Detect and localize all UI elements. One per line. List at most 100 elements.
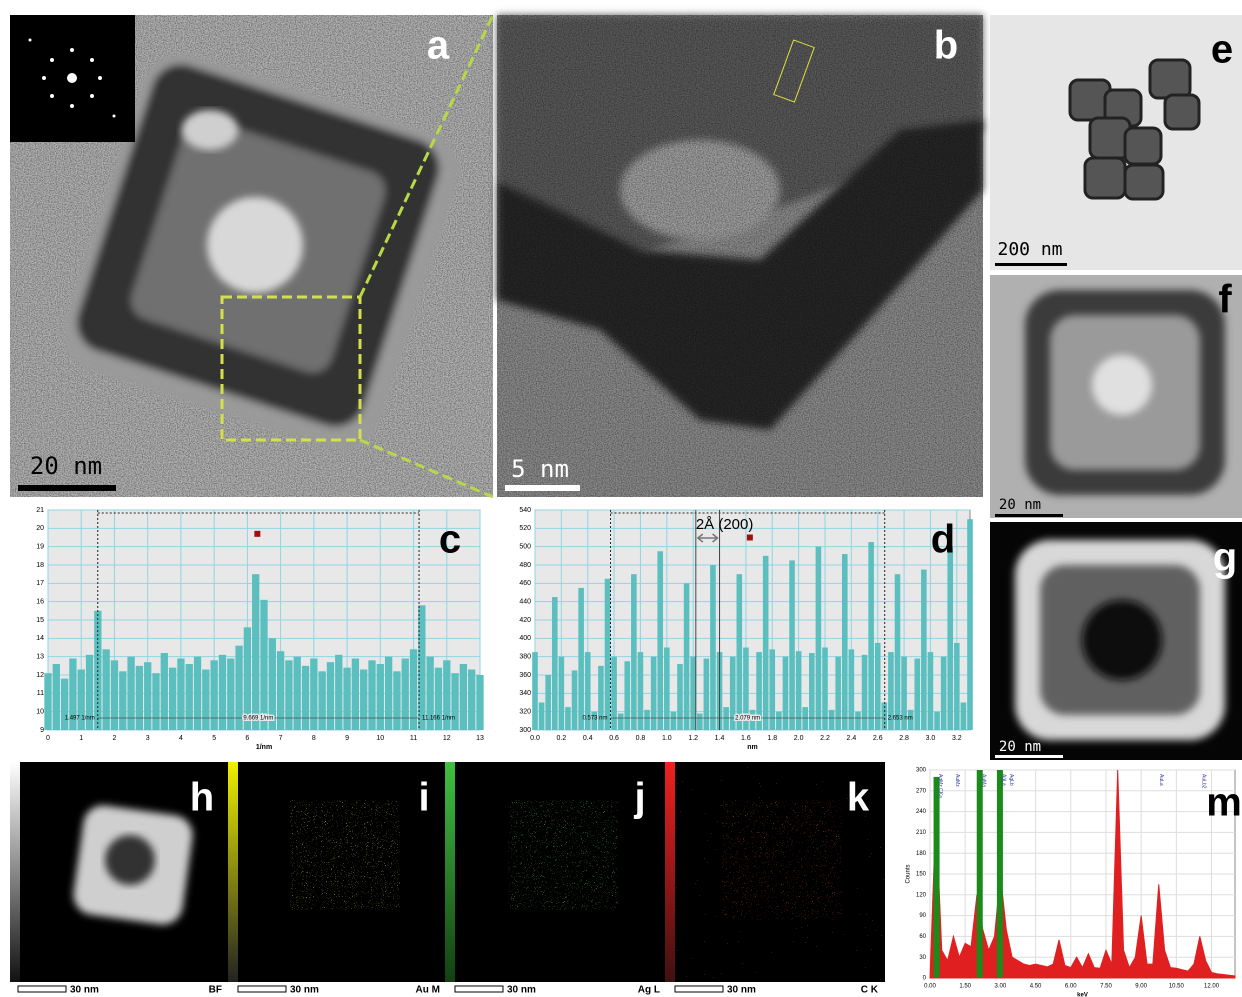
scale-label: 20 nm [30, 452, 102, 480]
bar [855, 712, 861, 730]
fft-spot [98, 76, 102, 80]
channel-label: Ag L [638, 985, 660, 996]
cursor-label: 11.166 1/nm [422, 716, 455, 722]
particle-hole [105, 835, 155, 885]
bar [61, 679, 68, 730]
scale-bar [18, 986, 66, 992]
scale-bar [238, 986, 286, 992]
decoration [508, 800, 618, 910]
panel-letter: c [439, 518, 461, 562]
bar [152, 673, 159, 730]
y-tick-label: 210 [916, 830, 927, 836]
bar [161, 653, 168, 730]
bar [377, 664, 384, 730]
decoration [722, 800, 842, 920]
fft-spot [113, 115, 116, 118]
panel-letter: e [1211, 28, 1233, 72]
bar [875, 643, 881, 730]
x-tick-label: 1 [79, 735, 83, 742]
bar [227, 659, 234, 731]
bar [260, 600, 267, 730]
fft-spot [70, 48, 74, 52]
bar [921, 570, 927, 730]
spacing-label: 2Å (200) [696, 516, 754, 533]
bar [783, 657, 789, 730]
span-label: 2.079 nm [735, 716, 760, 722]
y-tick-label: 180 [916, 851, 927, 857]
peak-marker [254, 531, 260, 537]
bar [868, 542, 874, 730]
bar [842, 554, 848, 730]
bar [235, 646, 242, 730]
bar [697, 714, 703, 731]
bar [710, 565, 716, 730]
bar [961, 703, 967, 731]
x-tick-label: 0.2 [556, 735, 566, 742]
bar [552, 597, 558, 730]
fft-spot [70, 104, 74, 108]
y-tick-label: 340 [519, 690, 531, 697]
x-tick-label: 1.2 [688, 735, 698, 742]
x-tick-label: 0.00 [924, 984, 936, 990]
scale-label: 20 nm [999, 739, 1041, 755]
fft-spot [67, 73, 77, 83]
x-tick-label: 12.00 [1204, 984, 1220, 990]
channel-label: Au M [416, 985, 440, 996]
bar [829, 710, 835, 730]
bar [802, 707, 808, 730]
bar [763, 556, 769, 730]
bar [202, 670, 209, 731]
x-tick-label: 3.0 [926, 735, 936, 742]
scale-label: 30 nm [70, 985, 99, 996]
intensity-bar [10, 762, 20, 982]
particle [1165, 95, 1199, 129]
y-tick-label: 0 [923, 976, 927, 982]
bar [194, 657, 201, 730]
y-tick-label: 16 [36, 599, 44, 606]
x-tick-label: 0.8 [636, 735, 646, 742]
peak-label: AuMa [980, 774, 986, 787]
y-tick-label: 300 [519, 727, 531, 734]
bar [310, 659, 317, 731]
bar [947, 547, 953, 730]
bar [144, 662, 151, 730]
y-tick-label: 14 [36, 635, 44, 642]
panel-letter: f [1218, 278, 1232, 322]
y-tick-label: 120 [916, 892, 927, 898]
bar [352, 659, 359, 731]
x-tick-label: 6 [245, 735, 249, 742]
bar [319, 671, 326, 730]
element-map [290, 800, 400, 910]
scale-row: 30 nm BF 30 nm Au M 30 nm Ag L 30 nm C K [18, 985, 879, 996]
x-tick-label: 2.4 [846, 735, 856, 742]
bar [684, 583, 690, 730]
bar [677, 664, 683, 730]
bar [638, 652, 644, 730]
x-tick-label: 1.6 [741, 735, 751, 742]
y-tick-label: 19 [36, 544, 44, 551]
x-tick-label: 11 [410, 735, 417, 742]
scale-bar [505, 485, 580, 491]
bar [169, 668, 176, 730]
peak-marker [747, 535, 753, 541]
intensity-bar [228, 762, 238, 982]
y-tick-label: 11 [37, 690, 44, 697]
bar [737, 574, 743, 730]
bar [460, 664, 467, 730]
scale-label: 20 nm [999, 497, 1041, 513]
panel-a: a 20 nm [10, 15, 493, 497]
bar [393, 671, 400, 730]
x-tick-label: 3.2 [952, 735, 962, 742]
cursor-label: 1.497 1/nm [65, 716, 95, 722]
bar [954, 643, 960, 730]
bar [335, 655, 342, 730]
bar [468, 670, 475, 731]
fft-spot [42, 76, 46, 80]
x-tick-label: 0 [46, 735, 50, 742]
image-noise [497, 15, 983, 497]
bar [671, 712, 677, 730]
bar [572, 670, 578, 730]
particle-hole [1082, 600, 1162, 680]
bar [644, 710, 650, 730]
x-tick-label: 1.4 [715, 735, 725, 742]
